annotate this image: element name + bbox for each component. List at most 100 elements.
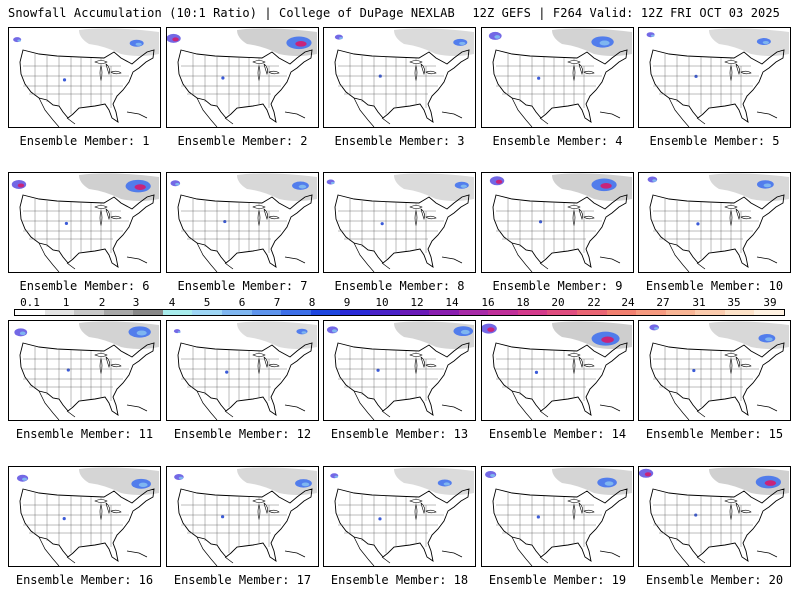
heavy-snow-core [17, 183, 25, 188]
member-label: Ensemble Member: 10 [645, 279, 784, 293]
colorbar-swatch [251, 310, 282, 315]
great-lake [735, 63, 740, 75]
heavy-snow-core [301, 482, 310, 487]
us-outline [177, 488, 313, 562]
heavy-snow-core [331, 329, 338, 333]
great-lake [263, 356, 268, 368]
great-lake [583, 70, 595, 75]
rockies-snow-dot [380, 222, 384, 226]
colorbar-tick-label: 22 [587, 296, 601, 309]
great-lake [268, 509, 280, 514]
heavy-snow-core [330, 181, 335, 185]
great-lake [724, 205, 738, 209]
great-lake [740, 363, 752, 368]
great-lake [425, 363, 437, 368]
colorbar-tick-label: 5 [203, 296, 211, 309]
member-map-4 [481, 27, 634, 128]
colorbar-swatch [665, 310, 696, 315]
heavy-snow-core [178, 476, 184, 480]
us-outline [19, 488, 155, 562]
member-map-1 [8, 27, 161, 128]
rockies-snow-dot [62, 516, 66, 521]
heavy-snow-core [175, 182, 180, 186]
member-map-12 [166, 320, 319, 421]
heavy-snow-core [135, 42, 142, 46]
us-outline [492, 49, 628, 123]
rockies-snow-dot [694, 74, 698, 78]
rockies-snow-dot [536, 515, 540, 519]
great-lake [105, 208, 110, 220]
great-lake [105, 356, 110, 368]
great-lake [99, 209, 103, 227]
heavy-snow-core [22, 477, 28, 481]
colorbar-tick-label: 2 [98, 296, 106, 309]
heavy-snow-core [134, 184, 146, 190]
great-lake [420, 208, 425, 220]
colorbar-swatch [695, 310, 725, 315]
colorbar-tick-label: 1 [62, 296, 70, 309]
member-label: Ensemble Member: 18 [330, 573, 469, 587]
member-map-19 [481, 466, 634, 567]
member-label: Ensemble Member: 14 [488, 427, 627, 441]
us-outline [649, 488, 785, 562]
great-lake [257, 357, 261, 375]
heavy-snow-core [765, 337, 773, 342]
great-lake [252, 205, 266, 209]
colorbar-tick-label: 35 [727, 296, 741, 309]
snow-shading-canada [79, 28, 159, 56]
great-lake [578, 208, 583, 220]
heavy-snow-core [652, 179, 657, 182]
heavy-snow-core [490, 473, 496, 478]
coastline-south [353, 536, 463, 566]
colorbar-tick-label: 20 [551, 296, 565, 309]
great-lake [420, 502, 425, 514]
member-label: Ensemble Member: 6 [19, 279, 150, 293]
great-lake [257, 503, 261, 521]
heavy-snow-core [19, 331, 26, 336]
member-map-18 [323, 466, 476, 567]
colorbar-swatch [340, 310, 370, 315]
great-lake [567, 205, 581, 209]
colorbar-swatch [281, 310, 311, 315]
great-lake [409, 60, 423, 64]
member-map-3 [323, 27, 476, 128]
coastline-south [196, 242, 306, 272]
colorbar-swatch [103, 310, 134, 315]
heavy-snow-core [495, 179, 503, 184]
member-label: Ensemble Member: 19 [488, 573, 627, 587]
colorbar-tick-label: 0.1 [20, 296, 40, 309]
rockies-snow-dot [62, 78, 67, 82]
heavy-snow-core [301, 331, 307, 334]
us-outline [649, 194, 785, 268]
snow-shading-canada [394, 173, 474, 201]
rockies-snow-dot [64, 221, 69, 226]
member-map-13 [323, 320, 476, 421]
heavy-snow-core [443, 482, 450, 486]
chart-title: Snowfall Accumulation (10:1 Ratio) | Col… [8, 6, 455, 20]
us-outline [334, 49, 470, 123]
great-lake [578, 502, 583, 514]
member-label: Ensemble Member: 11 [15, 427, 154, 441]
heavy-snow-core [487, 327, 495, 332]
heavy-snow-core [644, 472, 652, 477]
colorbar-tick-label: 27 [656, 296, 670, 309]
great-lake [94, 60, 108, 64]
colorbar-tick-label: 12 [410, 296, 424, 309]
heavy-snow-core [763, 183, 772, 188]
coastline-south [353, 97, 463, 127]
colorbar-tick-label: 10 [375, 296, 389, 309]
coastline-south [668, 242, 778, 272]
coastline-south [353, 390, 463, 420]
great-lake [729, 209, 733, 227]
great-lake [740, 215, 752, 220]
us-outline [19, 194, 155, 268]
member-label: Ensemble Member: 16 [15, 573, 154, 587]
heavy-snow-core [136, 330, 147, 336]
colorbar-swatch [192, 310, 223, 315]
member-map-14 [481, 320, 634, 421]
coastline-south [511, 536, 621, 566]
colorbar-swatch [369, 310, 400, 315]
snow-shading-canada [237, 467, 317, 495]
great-lake [99, 357, 103, 375]
snow-shading-canada [552, 467, 632, 495]
